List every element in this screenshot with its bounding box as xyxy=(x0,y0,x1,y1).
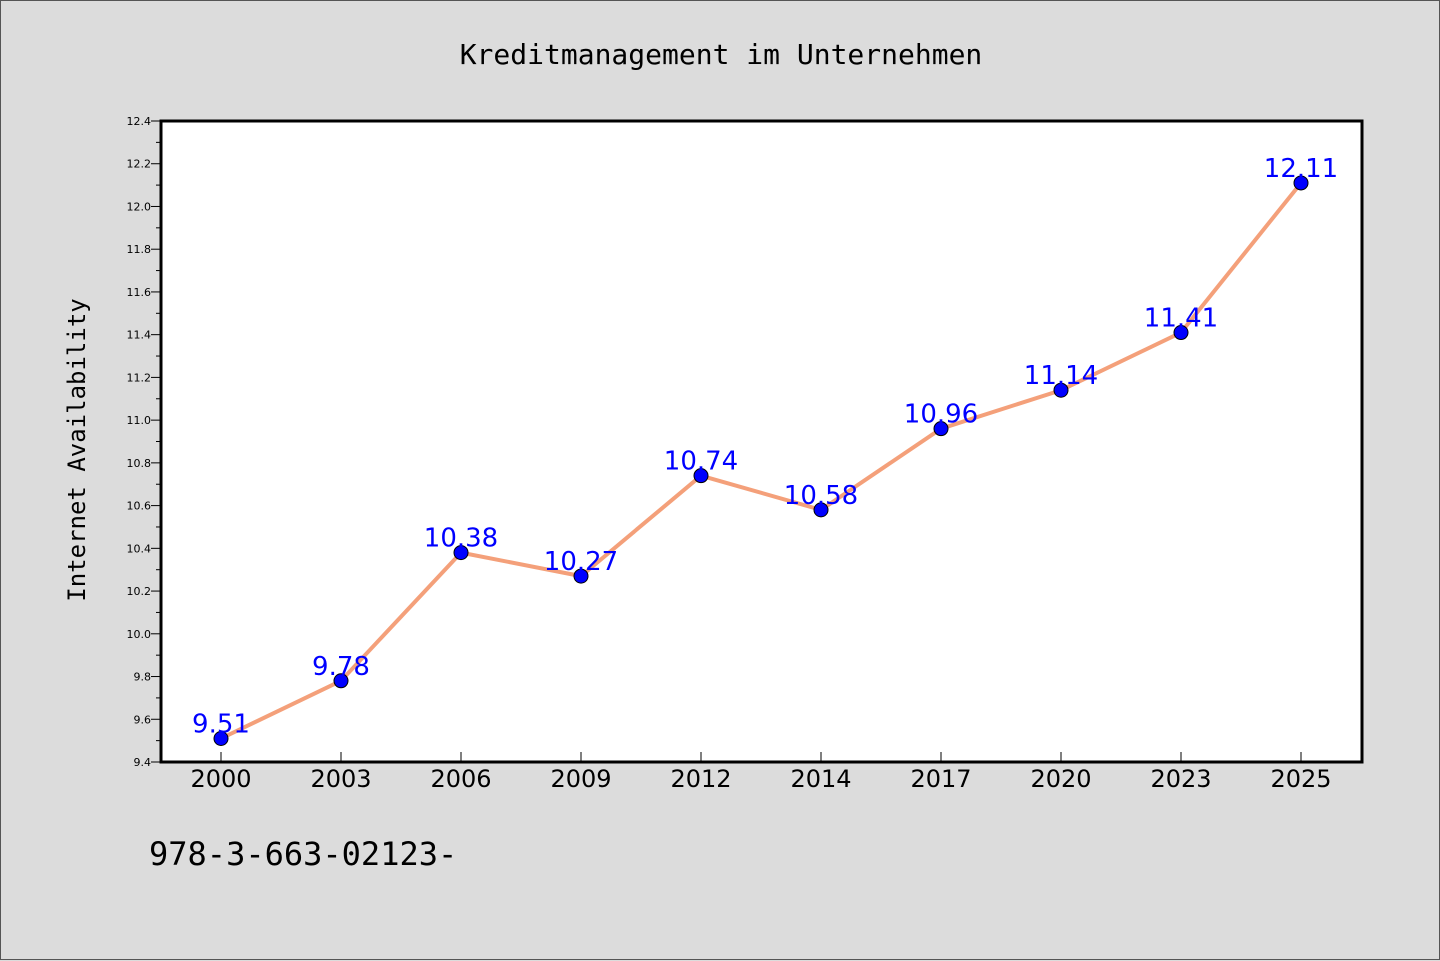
data-point-marker xyxy=(813,502,829,518)
data-label: 11.14 xyxy=(1024,361,1098,391)
y-tick-label: 11.2 xyxy=(127,371,152,384)
y-tick-label: 10.6 xyxy=(127,500,152,513)
data-point-marker xyxy=(1173,325,1189,341)
plot-area xyxy=(161,121,1362,762)
data-point-marker xyxy=(573,568,589,584)
x-axis-ticks: 2000 2003 2006 2009 2012 2014 2017 2020 2023 2025 xyxy=(190,752,1332,793)
data-point-marker xyxy=(933,421,949,437)
data-label: 10.74 xyxy=(664,447,738,477)
data-point-marker xyxy=(1053,382,1069,398)
x-tick-label: 2003 xyxy=(310,765,371,793)
series-group: 9.51 9.78 10.38 10.27 10.74 10.58 10.96 11.14 11… xyxy=(192,154,1338,746)
y-tick-label: 11.4 xyxy=(127,329,152,342)
x-tick-label: 2023 xyxy=(1150,765,1211,793)
data-point-marker xyxy=(453,545,469,561)
y-axis-label: Internet Availability xyxy=(63,298,91,601)
x-tick-label: 2000 xyxy=(190,765,251,793)
x-tick-label: 2020 xyxy=(1030,765,1091,793)
y-tick-label: 9.4 xyxy=(134,756,152,769)
y-tick-label: 9.6 xyxy=(134,713,152,726)
x-tick-label: 2025 xyxy=(1270,765,1331,793)
data-point-marker xyxy=(693,468,709,484)
y-tick-label: 10.2 xyxy=(127,585,152,598)
y-tick-label: 10.8 xyxy=(127,457,152,470)
data-point-marker xyxy=(1293,175,1309,191)
data-label: 10.58 xyxy=(784,481,858,511)
y-tick-label: 10.0 xyxy=(127,628,152,641)
y-axis-ticks: 9.4 9.6 9.8 10.0 10.2 10.4 10.6 10.8 11.0 11.2 11.… xyxy=(127,115,161,769)
series-line xyxy=(219,180,1303,741)
data-label: 10.27 xyxy=(544,547,618,577)
data-point-marker xyxy=(213,730,229,746)
plot-border xyxy=(159,119,1364,764)
x-tick-label: 2009 xyxy=(550,765,611,793)
y-tick-label: 12.2 xyxy=(127,158,152,171)
data-point-marker xyxy=(333,673,349,689)
data-label: 10.96 xyxy=(904,400,978,430)
data-label: 10.38 xyxy=(424,524,498,554)
y-tick-label: 11.0 xyxy=(127,414,152,427)
data-label: 12.11 xyxy=(1264,154,1338,184)
y-tick-label: 12.0 xyxy=(127,200,152,213)
chart-title: Kreditmanagement im Unternehmen xyxy=(460,38,983,71)
x-tick-label: 2012 xyxy=(670,765,731,793)
data-label: 9.51 xyxy=(192,709,250,739)
x-tick-label: 2017 xyxy=(910,765,971,793)
y-tick-label: 10.4 xyxy=(127,542,152,555)
data-label: 11.41 xyxy=(1144,304,1218,334)
data-label: 9.78 xyxy=(312,652,370,682)
y-tick-label: 11.8 xyxy=(127,243,152,256)
y-tick-label: 12.4 xyxy=(127,115,152,128)
y-tick-label: 9.8 xyxy=(134,671,152,684)
isbn-footer: 978-3-663-02123- xyxy=(149,835,457,873)
x-tick-label: 2014 xyxy=(790,765,851,793)
x-tick-label: 2006 xyxy=(430,765,491,793)
y-tick-label: 11.6 xyxy=(127,286,152,299)
